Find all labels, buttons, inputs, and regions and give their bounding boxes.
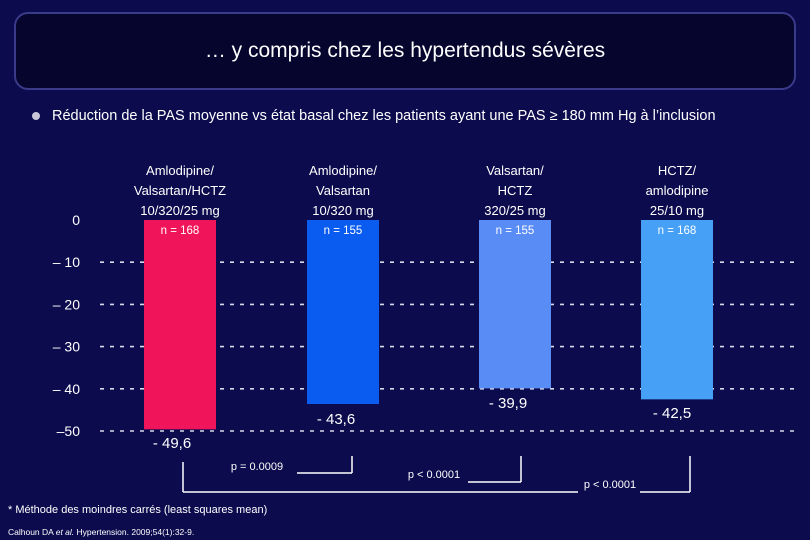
citation: Calhoun DA et al. Hypertension. 2009;54(… xyxy=(8,527,194,537)
category-label: Valsartan/ xyxy=(486,163,544,178)
p-value-label: p = 0.0009 xyxy=(231,461,283,473)
value-label: - 42,5 xyxy=(653,405,691,422)
citation-prefix: Calhoun DA xyxy=(8,527,56,537)
y-tick-label: – 20 xyxy=(53,296,80,312)
bar xyxy=(479,220,551,389)
slide-title: … y compris chez les hypertendus sévères xyxy=(204,39,606,62)
n-label: n = 155 xyxy=(496,225,535,237)
category-label: Valsartan xyxy=(316,183,370,198)
value-label: - 49,6 xyxy=(153,435,191,452)
y-tick-label: – 40 xyxy=(53,381,80,397)
n-label: n = 168 xyxy=(658,225,697,237)
bar xyxy=(144,220,216,430)
bar xyxy=(307,220,379,404)
category-label: Amlodipine/ xyxy=(309,163,377,178)
citation-italic: et al. xyxy=(55,527,75,537)
title-box: … y compris chez les hypertendus sévères xyxy=(14,12,796,90)
value-label: - 43,6 xyxy=(317,411,355,428)
category-label: amlodipine xyxy=(646,183,709,198)
category-label: Valsartan/HCTZ xyxy=(134,183,226,198)
y-tick-label: – 30 xyxy=(53,339,80,355)
category-label: 10/320 mg xyxy=(312,203,373,218)
bullet-dot-icon xyxy=(32,112,40,120)
bullet-text: Réduction de la PAS moyenne vs état basa… xyxy=(52,108,716,124)
citation-suffix: Hypertension. 2009;54(1):32-9. xyxy=(74,527,195,537)
bullet-item: Réduction de la PAS moyenne vs état basa… xyxy=(32,106,772,127)
category-label: HCTZ/ xyxy=(658,163,697,178)
footnote: * Méthode des moindres carrés (least squ… xyxy=(8,504,268,516)
category-label: HCTZ xyxy=(498,183,533,198)
value-label: - 39,9 xyxy=(489,395,527,412)
n-label: n = 168 xyxy=(161,225,200,237)
y-tick-label: –50 xyxy=(57,423,81,439)
category-label: 10/320/25 mg xyxy=(140,203,220,218)
category-label: 25/10 mg xyxy=(650,203,704,218)
category-label: Amlodipine/ xyxy=(146,163,214,178)
bar xyxy=(641,220,713,400)
y-tick-label: 0 xyxy=(72,212,80,228)
p-value-label: p < 0.0001 xyxy=(408,469,460,481)
category-label: 320/25 mg xyxy=(484,203,545,218)
n-label: n = 155 xyxy=(324,225,363,237)
y-tick-label: – 10 xyxy=(53,254,80,270)
p-value-label: p < 0.0001 xyxy=(584,479,636,491)
